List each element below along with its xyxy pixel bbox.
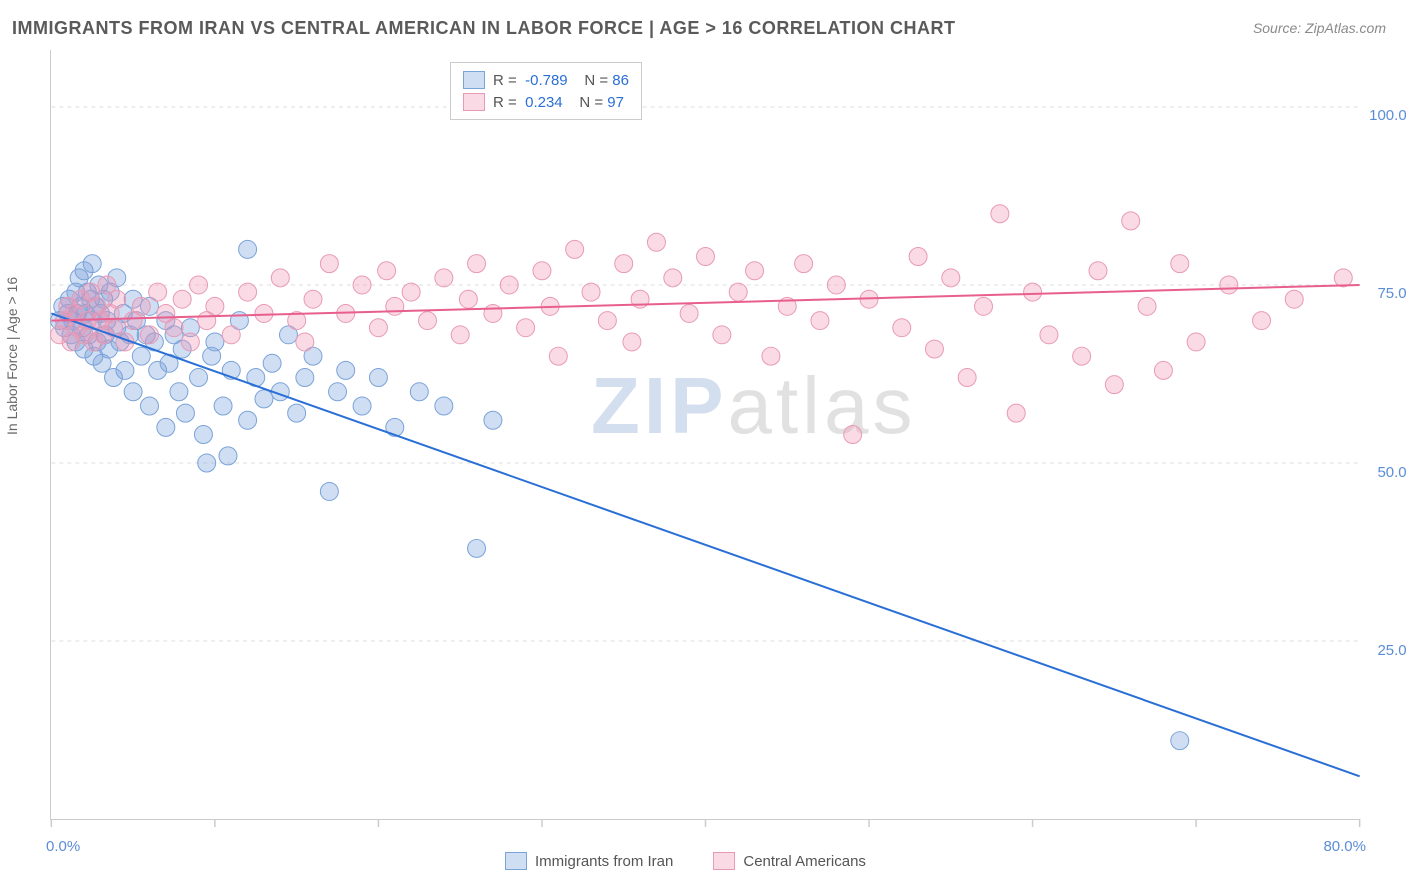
legend-swatch-iran [505,852,527,870]
swatch-central [463,93,485,111]
ytick-label: 25.0% [1365,642,1406,659]
trend-layer [51,50,1360,819]
source-label: Source: ZipAtlas.com [1253,20,1386,36]
ytick-label: 75.0% [1365,285,1406,302]
plot-area: ZIPatlas 25.0%50.0%75.0%100.0%0.0%80.0% [50,50,1360,820]
source-name: ZipAtlas.com [1305,20,1386,36]
xtick-label: 0.0% [46,838,80,855]
correlation-legend: R = -0.789 N = 86 R = 0.234 N = 97 [450,62,642,120]
legend-swatch-central [713,852,735,870]
chart-title: IMMIGRANTS FROM IRAN VS CENTRAL AMERICAN… [12,18,956,39]
ytick-label: 100.0% [1365,107,1406,124]
legend-stats-iran: R = -0.789 N = 86 [493,72,629,89]
legend-stats-central: R = 0.234 N = 97 [493,94,624,111]
legend-row-central: R = 0.234 N = 97 [463,91,629,113]
legend-item-central: Central Americans [713,852,866,870]
legend-row-iran: R = -0.789 N = 86 [463,69,629,91]
legend-label-central: Central Americans [743,853,866,870]
source-prefix: Source: [1253,20,1305,36]
ytick-label: 50.0% [1365,464,1406,481]
trendline-central [51,285,1359,321]
legend-label-iran: Immigrants from Iran [535,853,673,870]
y-axis-label: In Labor Force | Age > 16 [4,277,20,435]
xtick-label: 80.0% [1316,838,1366,855]
trendline-iran [51,313,1359,776]
series-legend: Immigrants from Iran Central Americans [505,852,866,870]
swatch-iran [463,71,485,89]
legend-item-iran: Immigrants from Iran [505,852,673,870]
